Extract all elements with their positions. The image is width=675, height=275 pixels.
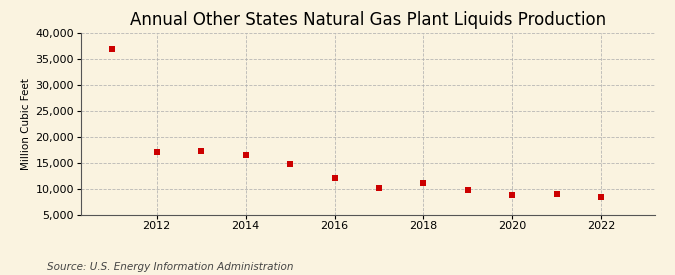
Y-axis label: Million Cubic Feet: Million Cubic Feet xyxy=(22,78,31,170)
Text: Source: U.S. Energy Information Administration: Source: U.S. Energy Information Administ… xyxy=(47,262,294,272)
Title: Annual Other States Natural Gas Plant Liquids Production: Annual Other States Natural Gas Plant Li… xyxy=(130,11,606,29)
Point xyxy=(151,150,162,155)
Point xyxy=(196,149,207,153)
Point xyxy=(373,186,384,190)
Point xyxy=(107,46,117,51)
Point xyxy=(507,193,518,197)
Point xyxy=(462,188,473,192)
Point xyxy=(329,176,340,180)
Point xyxy=(596,195,607,200)
Point xyxy=(240,153,251,157)
Point xyxy=(285,161,296,166)
Point xyxy=(418,181,429,186)
Point xyxy=(551,192,562,196)
